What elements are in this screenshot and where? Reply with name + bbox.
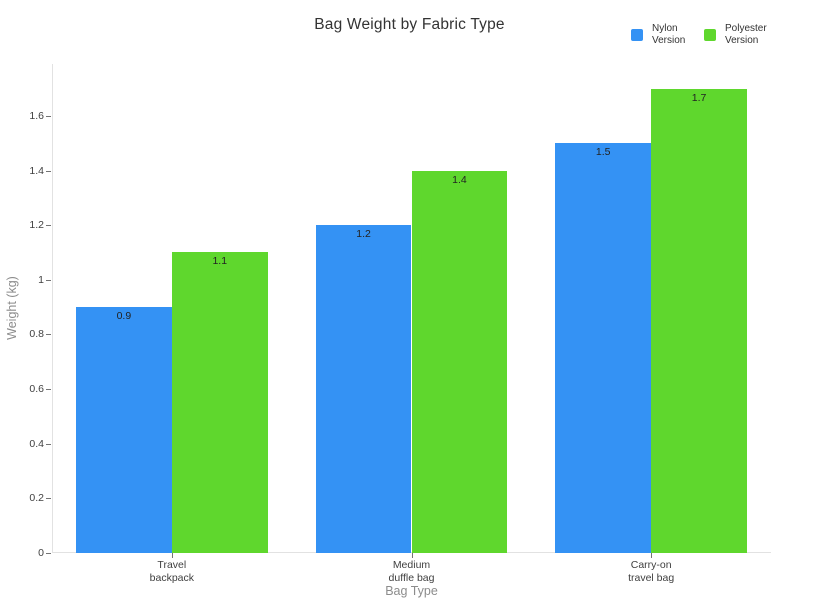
x-axis-title: Bag Type <box>385 584 438 598</box>
bar[interactable]: 1.5 <box>555 143 652 553</box>
y-tick-mark <box>46 389 51 391</box>
y-tick-label: 1 <box>38 273 44 286</box>
bar[interactable]: 1.1 <box>171 252 268 553</box>
bar-value-label: 1.7 <box>691 91 707 104</box>
x-tick-label: Travel backpack <box>149 559 194 584</box>
bar-value-label: 1.2 <box>356 228 371 241</box>
x-tick-mark <box>171 553 173 558</box>
y-tick-label: 0.6 <box>29 383 44 396</box>
x-tick-mark <box>651 553 653 558</box>
y-tick-mark <box>46 553 51 554</box>
y-tick-mark <box>46 170 51 172</box>
bar[interactable]: 1.7 <box>651 88 748 553</box>
bar[interactable]: 1.2 <box>315 225 412 553</box>
y-tick-label: 1.2 <box>29 219 44 232</box>
y-tick-mark <box>46 443 51 445</box>
y-tick-label: 0 <box>38 547 44 559</box>
legend-swatch-polyester <box>704 29 716 41</box>
bar-value-label: 1.1 <box>212 255 228 268</box>
y-tick-label: 0.2 <box>29 492 44 505</box>
y-tick-label: 1.6 <box>29 109 44 122</box>
y-tick-label: 0.8 <box>29 328 44 341</box>
legend-label-nylon: Nylon Version <box>652 23 686 46</box>
bar-value-label: 1.5 <box>595 146 611 159</box>
legend-swatch-nylon <box>631 29 643 41</box>
x-tick-mark <box>411 553 413 558</box>
y-tick-mark <box>46 334 51 336</box>
y-tick-mark <box>46 498 51 500</box>
legend-item-polyester[interactable]: Polyester Version <box>704 23 779 47</box>
bar-value-label: 1.4 <box>452 173 467 186</box>
chart-title: Bag Weight by Fabric Type <box>314 16 505 33</box>
y-tick-mark <box>46 279 51 281</box>
y-tick-mark <box>46 115 51 117</box>
y-tick-mark <box>46 225 51 227</box>
bar[interactable]: 0.9 <box>75 307 172 553</box>
y-tick-label: 0.4 <box>29 437 44 450</box>
legend-label-polyester: Polyester Version <box>725 23 767 46</box>
x-tick-label: Carry-on travel bag <box>628 559 675 584</box>
x-tick-label: Medium duffle bag <box>388 559 435 584</box>
bar[interactable]: 1.4 <box>411 170 508 553</box>
y-tick-label: 1.4 <box>29 164 44 177</box>
legend-item-nylon[interactable]: Nylon Version <box>631 23 706 47</box>
bar-value-label: 0.9 <box>116 310 132 323</box>
